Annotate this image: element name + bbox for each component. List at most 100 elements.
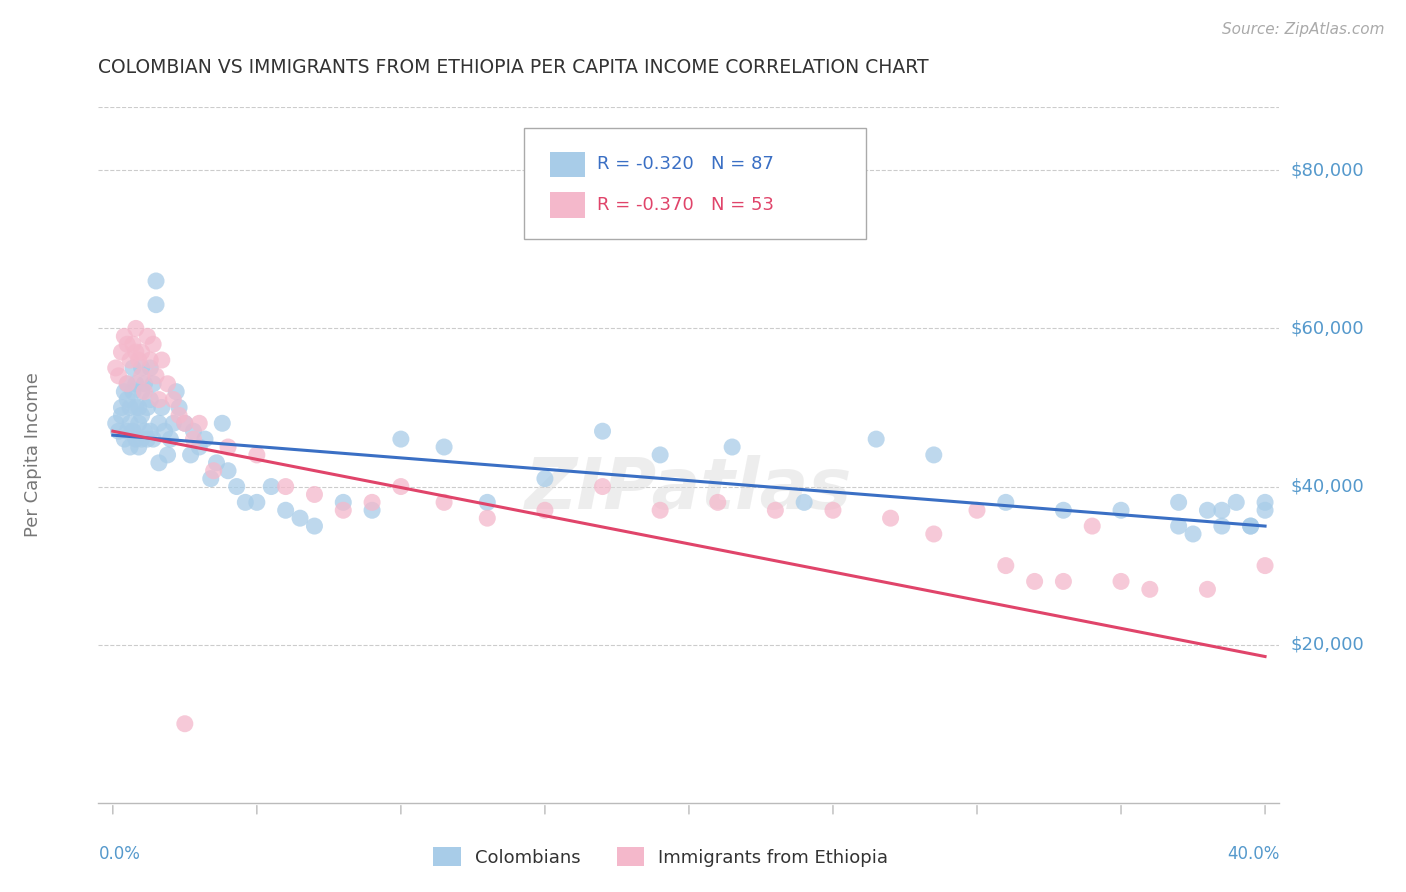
Point xyxy=(128,401,150,415)
Point xyxy=(139,361,162,376)
Point xyxy=(115,337,138,351)
Point xyxy=(211,417,233,431)
Point xyxy=(131,368,153,383)
Point xyxy=(162,392,184,407)
Point xyxy=(534,472,557,486)
Point xyxy=(173,716,195,731)
Point xyxy=(131,345,153,359)
Text: Source: ZipAtlas.com: Source: ZipAtlas.com xyxy=(1222,22,1385,37)
Point xyxy=(721,440,744,454)
Text: COLOMBIAN VS IMMIGRANTS FROM ETHIOPIA PER CAPITA INCOME CORRELATION CHART: COLOMBIAN VS IMMIGRANTS FROM ETHIOPIA PE… xyxy=(98,58,929,78)
Point xyxy=(217,440,239,454)
Point xyxy=(183,432,205,446)
Point xyxy=(194,432,217,446)
Point xyxy=(763,503,786,517)
Point xyxy=(288,511,311,525)
Point xyxy=(994,495,1017,509)
Point xyxy=(1139,582,1161,597)
Point xyxy=(120,401,142,415)
Point xyxy=(120,440,142,454)
Point xyxy=(134,376,156,391)
Text: $80,000: $80,000 xyxy=(1291,161,1364,179)
Point xyxy=(173,417,195,431)
Point xyxy=(136,432,159,446)
Point xyxy=(274,479,297,493)
Point xyxy=(332,495,354,509)
Point xyxy=(125,321,148,335)
Point xyxy=(304,519,326,533)
Point xyxy=(188,440,211,454)
Point xyxy=(153,424,176,438)
Point xyxy=(110,345,132,359)
Point xyxy=(1240,519,1263,533)
Point xyxy=(200,472,222,486)
Point xyxy=(115,392,138,407)
Point xyxy=(167,401,190,415)
Point xyxy=(145,298,167,312)
Point xyxy=(1167,519,1189,533)
Point xyxy=(1109,574,1132,589)
Point xyxy=(477,495,499,509)
Point xyxy=(994,558,1017,573)
Point xyxy=(706,495,728,509)
Point xyxy=(879,511,901,525)
Point xyxy=(534,503,557,517)
Point xyxy=(1052,574,1074,589)
Point xyxy=(134,384,156,399)
Point xyxy=(167,409,190,423)
Point xyxy=(1225,495,1247,509)
Point xyxy=(922,448,945,462)
Point xyxy=(125,376,148,391)
Point xyxy=(433,440,456,454)
Point xyxy=(112,384,135,399)
Text: ZIPatlas: ZIPatlas xyxy=(526,455,852,524)
Point xyxy=(145,274,167,288)
Point xyxy=(120,417,142,431)
Point xyxy=(125,345,148,359)
Point xyxy=(180,448,202,462)
Point xyxy=(115,424,138,438)
Point xyxy=(125,401,148,415)
Bar xyxy=(550,152,585,177)
Point xyxy=(128,417,150,431)
Point xyxy=(112,432,135,446)
Point xyxy=(922,527,945,541)
Text: $20,000: $20,000 xyxy=(1291,636,1364,654)
Point xyxy=(1052,503,1074,517)
Point xyxy=(592,424,614,438)
Point xyxy=(650,448,672,462)
Point xyxy=(104,417,127,431)
Point xyxy=(1197,582,1219,597)
Point xyxy=(145,368,167,383)
Point xyxy=(592,479,614,493)
Text: R = -0.370   N = 53: R = -0.370 N = 53 xyxy=(596,196,773,214)
Point xyxy=(202,464,225,478)
Text: 0.0%: 0.0% xyxy=(98,845,141,863)
Point xyxy=(148,417,170,431)
Point xyxy=(304,487,326,501)
Point xyxy=(122,384,145,399)
Point xyxy=(131,361,153,376)
FancyBboxPatch shape xyxy=(523,128,866,239)
Point xyxy=(142,432,165,446)
Point xyxy=(128,353,150,368)
Point xyxy=(217,464,239,478)
Point xyxy=(122,337,145,351)
Point xyxy=(183,424,205,438)
Point xyxy=(821,503,844,517)
Point xyxy=(188,417,211,431)
Point xyxy=(246,448,269,462)
Text: $60,000: $60,000 xyxy=(1291,319,1364,337)
Point xyxy=(274,503,297,517)
Point xyxy=(159,432,181,446)
Point xyxy=(233,495,256,509)
Point xyxy=(136,401,159,415)
Point xyxy=(477,511,499,525)
Point xyxy=(389,479,412,493)
Point xyxy=(1109,503,1132,517)
Point xyxy=(1197,503,1219,517)
Point xyxy=(1254,495,1277,509)
Point xyxy=(165,384,187,399)
Point xyxy=(1081,519,1104,533)
Point xyxy=(332,503,354,517)
